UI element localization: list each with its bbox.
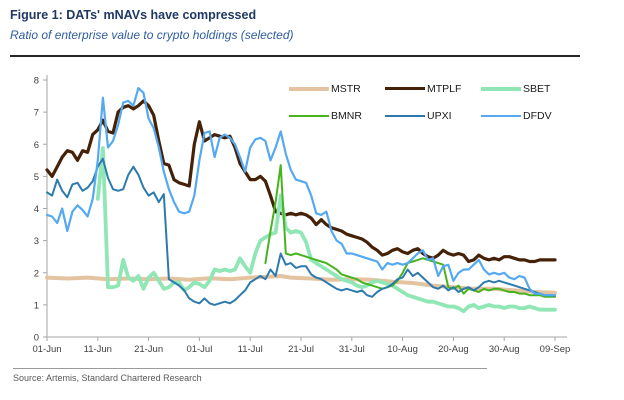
legend-label-sbet: SBET [523, 82, 551, 95]
x-tick-label: 01-Jul [186, 344, 212, 355]
legend-item-upxi: UPXI [385, 107, 481, 124]
figure-title: Figure 1: DATs' mNAVs have compressed [10, 8, 257, 22]
y-tick-label: 4 [34, 204, 39, 215]
x-tick-label: 21-Jul [288, 344, 314, 355]
legend-item-mtplf: MTPLF [385, 80, 481, 97]
legend-swatch-upxi [385, 114, 425, 117]
legend-label-mtplf: MTPLF [427, 82, 462, 95]
x-tick-label: 31-Jul [339, 344, 365, 355]
y-tick-label: 5 [34, 172, 39, 183]
series-line-mtplf [45, 99, 557, 264]
x-tick-label: 11-Jun [84, 344, 112, 355]
x-tick-label: 30-Aug [489, 344, 520, 355]
header-rule [10, 55, 580, 57]
legend-item-dfdv: DFDV [481, 107, 565, 124]
legend-swatch-sbet [481, 86, 521, 91]
x-tick-label: 01-Jun [32, 344, 61, 355]
chart-legend: MSTR MTPLF SBET BMNR UPXI DFDV [289, 80, 565, 124]
series-line-mstr [45, 274, 557, 295]
x-tick-label: 21-Jun [134, 344, 163, 355]
y-tick-label: 1 [34, 300, 39, 311]
legend-label-upxi: UPXI [427, 109, 452, 122]
x-tick-label: 10-Aug [387, 344, 418, 355]
y-tick-label: 3 [34, 236, 39, 247]
legend-label-dfdv: DFDV [523, 109, 552, 122]
legend-item-bmnr: BMNR [289, 107, 385, 124]
x-tick-label: 20-Aug [438, 344, 469, 355]
y-tick-label: 2 [34, 268, 39, 279]
figure-subtitle: Ratio of enterprise value to crypto hold… [10, 28, 294, 42]
series-line-bmnr [264, 164, 556, 298]
x-tick-label: 11-Jul [238, 344, 263, 355]
series-line-dfdv [45, 86, 557, 297]
y-tick-label: 7 [34, 108, 39, 119]
legend-swatch-mtplf [385, 87, 425, 90]
legend-swatch-mstr [289, 86, 329, 91]
source-text: Source: Artemis, Standard Chartered Rese… [13, 373, 202, 383]
y-tick-label: 6 [34, 140, 39, 151]
source-rule [13, 368, 487, 369]
legend-label-mstr: MSTR [331, 82, 361, 95]
legend-swatch-bmnr [289, 114, 329, 117]
legend-item-mstr: MSTR [289, 80, 385, 97]
y-tick-label: 0 [34, 333, 39, 344]
x-tick-label: 09-Sep [540, 344, 571, 355]
legend-item-sbet: SBET [481, 80, 565, 97]
series-line-upxi [46, 157, 556, 306]
legend-label-bmnr: BMNR [331, 109, 362, 122]
legend-swatch-dfdv [481, 114, 521, 117]
y-tick-label: 8 [34, 76, 39, 87]
